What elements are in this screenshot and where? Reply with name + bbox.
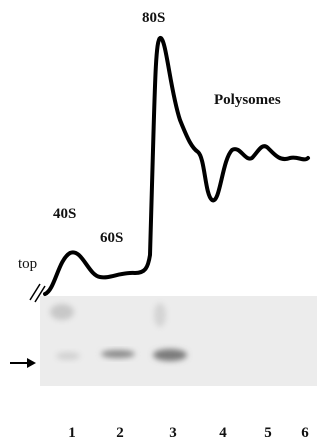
profile-trace — [45, 38, 308, 294]
band — [56, 352, 80, 360]
arrow-head — [27, 358, 36, 368]
lane-number: 6 — [301, 425, 309, 441]
band — [153, 349, 187, 361]
peak-label: 60S — [100, 230, 123, 246]
peak-label: 80S — [142, 10, 165, 26]
band — [101, 350, 135, 358]
peak-label: Polysomes — [214, 92, 281, 108]
lane-numbers: 1 2 3 4 5 6 — [68, 425, 309, 441]
figure: top 40S 60S 80S Polysomes 1 2 3 4 5 6 — [0, 0, 317, 445]
peak-label: 40S — [53, 206, 76, 222]
blot — [40, 296, 317, 386]
blot-smear — [154, 303, 166, 327]
top-label: top — [18, 256, 37, 272]
lane-number: 1 — [68, 425, 76, 441]
page: top 40S 60S 80S Polysomes 123456 (() => … — [0, 0, 320, 445]
lane-number: 3 — [169, 425, 177, 441]
lane-number: 2 — [116, 425, 124, 441]
lane-number: 5 — [264, 425, 272, 441]
blot-smear — [50, 304, 74, 320]
lane-number: 4 — [219, 425, 227, 441]
